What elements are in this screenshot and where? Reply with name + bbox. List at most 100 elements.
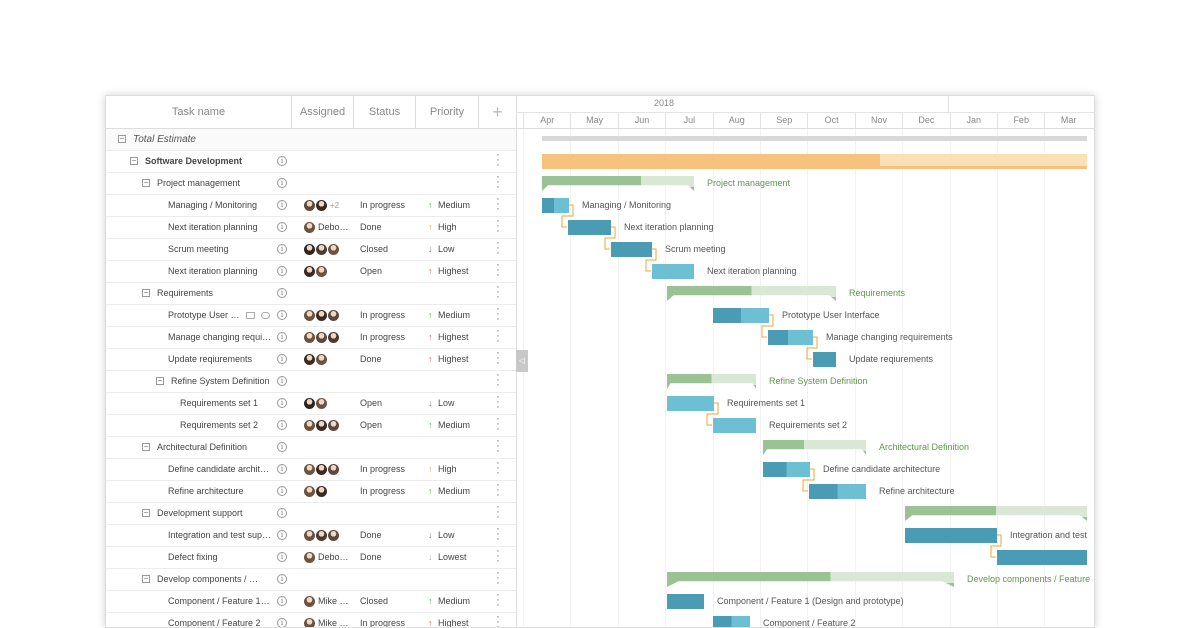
priority-value[interactable]: ↑ High (428, 217, 457, 238)
row-menu-icon[interactable]: · · · (496, 391, 500, 413)
task-row[interactable]: Managing / Monitoring i · · · +2 In progress ↑ M… (106, 193, 516, 217)
dependency-link[interactable] (806, 336, 818, 360)
info-icon[interactable]: i (277, 508, 287, 518)
task-name[interactable]: Refine architecture (168, 486, 244, 496)
task-bar[interactable] (667, 594, 704, 609)
group-row[interactable]: − Refine System Definition i · · · (106, 369, 516, 393)
task-row[interactable]: Next iteration planning i · · · Open ↑ Highest (106, 260, 516, 283)
column-task-name[interactable]: Task name (106, 96, 292, 128)
task-row[interactable]: Requirements set 2 i · · · Open ↑ Medium (106, 413, 516, 437)
info-icon[interactable]: i (277, 464, 287, 474)
group-row[interactable]: − Requirements i · · · (106, 281, 516, 305)
group-row[interactable]: −Develop components / Fea… i ··· (106, 568, 516, 591)
info-icon[interactable]: i (277, 178, 287, 188)
task-name[interactable]: Development support (157, 508, 243, 518)
task-name[interactable]: Component / Feature 2 (168, 618, 261, 628)
status-value[interactable]: In progress (360, 618, 406, 628)
status-value[interactable]: Open (360, 420, 383, 430)
task-name[interactable]: Requirements set 2 (180, 420, 259, 430)
collapse-toggle-icon[interactable]: − (130, 156, 138, 165)
priority-value[interactable]: ↓ Low (428, 393, 455, 414)
total-row[interactable]: − Total Estimate (106, 129, 516, 151)
priority-value[interactable]: ↑ Highest (428, 613, 469, 627)
task-bar[interactable] (542, 198, 569, 213)
task-name[interactable]: Total Estimate (133, 134, 196, 145)
task-bar[interactable] (905, 528, 997, 543)
info-icon[interactable]: i (277, 288, 287, 298)
task-bar[interactable] (763, 462, 810, 477)
priority-value[interactable]: ↓ Low (428, 525, 455, 546)
collapse-toggle-icon[interactable]: − (142, 508, 150, 517)
info-icon[interactable]: i (277, 244, 287, 254)
priority-value[interactable]: ↑ Medium (428, 481, 470, 502)
priority-value[interactable]: ↑ Medium (428, 195, 470, 216)
info-icon[interactable]: i (277, 310, 287, 320)
collapse-toggle-icon[interactable]: − (142, 178, 150, 187)
status-value[interactable]: In progress (360, 332, 406, 342)
row-menu-icon[interactable]: · · · (496, 479, 500, 501)
task-name[interactable]: Update reqiurements (168, 354, 253, 364)
dependency-link[interactable] (604, 226, 616, 250)
status-value[interactable]: In progress (360, 200, 406, 210)
dependency-link[interactable] (761, 314, 774, 338)
priority-value[interactable]: ↑ Medium (428, 415, 470, 436)
task-name[interactable]: Scrum meeting (168, 244, 229, 254)
task-bar[interactable] (667, 396, 714, 411)
more-assignees-count[interactable]: +2 (330, 201, 340, 210)
row-menu-icon[interactable]: · · · (496, 325, 500, 347)
task-row[interactable]: Prototype User … i · · · In progress ↑ Medium (106, 303, 516, 327)
task-name[interactable]: Project management (157, 178, 241, 188)
row-menu-icon[interactable]: · · · (496, 281, 500, 303)
status-value[interactable]: Open (360, 398, 383, 408)
task-row[interactable]: Manage changing requi… i · · · In progress ↑ Hi… (106, 325, 516, 349)
row-menu-icon[interactable]: · · · (496, 171, 500, 193)
info-icon[interactable]: i (277, 530, 287, 540)
dependency-link[interactable] (706, 402, 719, 426)
collapse-toggle-icon[interactable]: − (156, 376, 164, 385)
task-bar[interactable] (568, 220, 611, 235)
task-name[interactable]: Define candidate archit… (168, 464, 270, 474)
task-bar[interactable] (768, 330, 813, 345)
comment-icon[interactable] (246, 312, 255, 319)
dependency-link[interactable] (645, 248, 657, 272)
row-menu-icon[interactable]: · · · (496, 193, 500, 215)
collapse-toggle-icon[interactable]: − (142, 288, 150, 297)
status-value[interactable]: Closed (360, 596, 389, 606)
add-column-button[interactable]: + (492, 102, 503, 122)
status-value[interactable]: Done (360, 222, 382, 232)
task-bar[interactable] (652, 264, 694, 279)
info-icon[interactable]: i (277, 156, 287, 166)
task-row[interactable]: Define candidate archit… i · · · In progress ↑… (106, 458, 516, 481)
task-name[interactable]: Next iteration planning (168, 266, 258, 276)
status-value[interactable]: Closed (360, 244, 389, 254)
row-menu-icon[interactable]: · · · (496, 369, 500, 391)
collapse-toggle-icon[interactable]: − (142, 442, 150, 451)
collapse-toggle-icon[interactable]: − (118, 134, 126, 143)
row-menu-icon[interactable]: · · · (496, 413, 500, 435)
task-row[interactable]: Component / Feature 1 … i · · · Mike … Closed ↑… (106, 590, 516, 613)
task-name[interactable]: Prototype User … (168, 310, 240, 320)
info-icon[interactable]: i (277, 332, 287, 342)
task-name[interactable]: Architectural Definition (157, 442, 248, 452)
row-menu-icon[interactable]: · · · (496, 149, 500, 171)
collapse-toggle-icon[interactable]: − (142, 574, 150, 583)
info-icon[interactable]: i (277, 618, 287, 627)
row-menu-icon[interactable]: · · · (496, 611, 500, 628)
row-menu-icon[interactable]: · · · (496, 303, 500, 325)
status-value[interactable]: Open (360, 266, 383, 276)
column-assigned[interactable]: Assigned (292, 96, 354, 128)
task-name[interactable]: Manage changing requi… (168, 332, 272, 342)
status-value[interactable]: In progress (360, 310, 406, 320)
task-bar[interactable] (713, 418, 756, 433)
priority-value[interactable]: ↑ Highest (428, 327, 469, 348)
task-name[interactable]: Next iteration planning (168, 222, 258, 232)
column-status[interactable]: Status (354, 96, 416, 128)
info-icon[interactable]: i (277, 442, 287, 452)
row-menu-icon[interactable]: · · · (496, 347, 500, 369)
priority-value[interactable]: ↑ Highest (428, 261, 469, 282)
collapse-grid-button[interactable]: ◁ (516, 350, 528, 372)
group-row[interactable]: − Development support i · · · (106, 502, 516, 525)
task-bar[interactable] (809, 484, 866, 499)
info-icon[interactable]: i (277, 266, 287, 276)
info-icon[interactable]: i (277, 596, 287, 606)
